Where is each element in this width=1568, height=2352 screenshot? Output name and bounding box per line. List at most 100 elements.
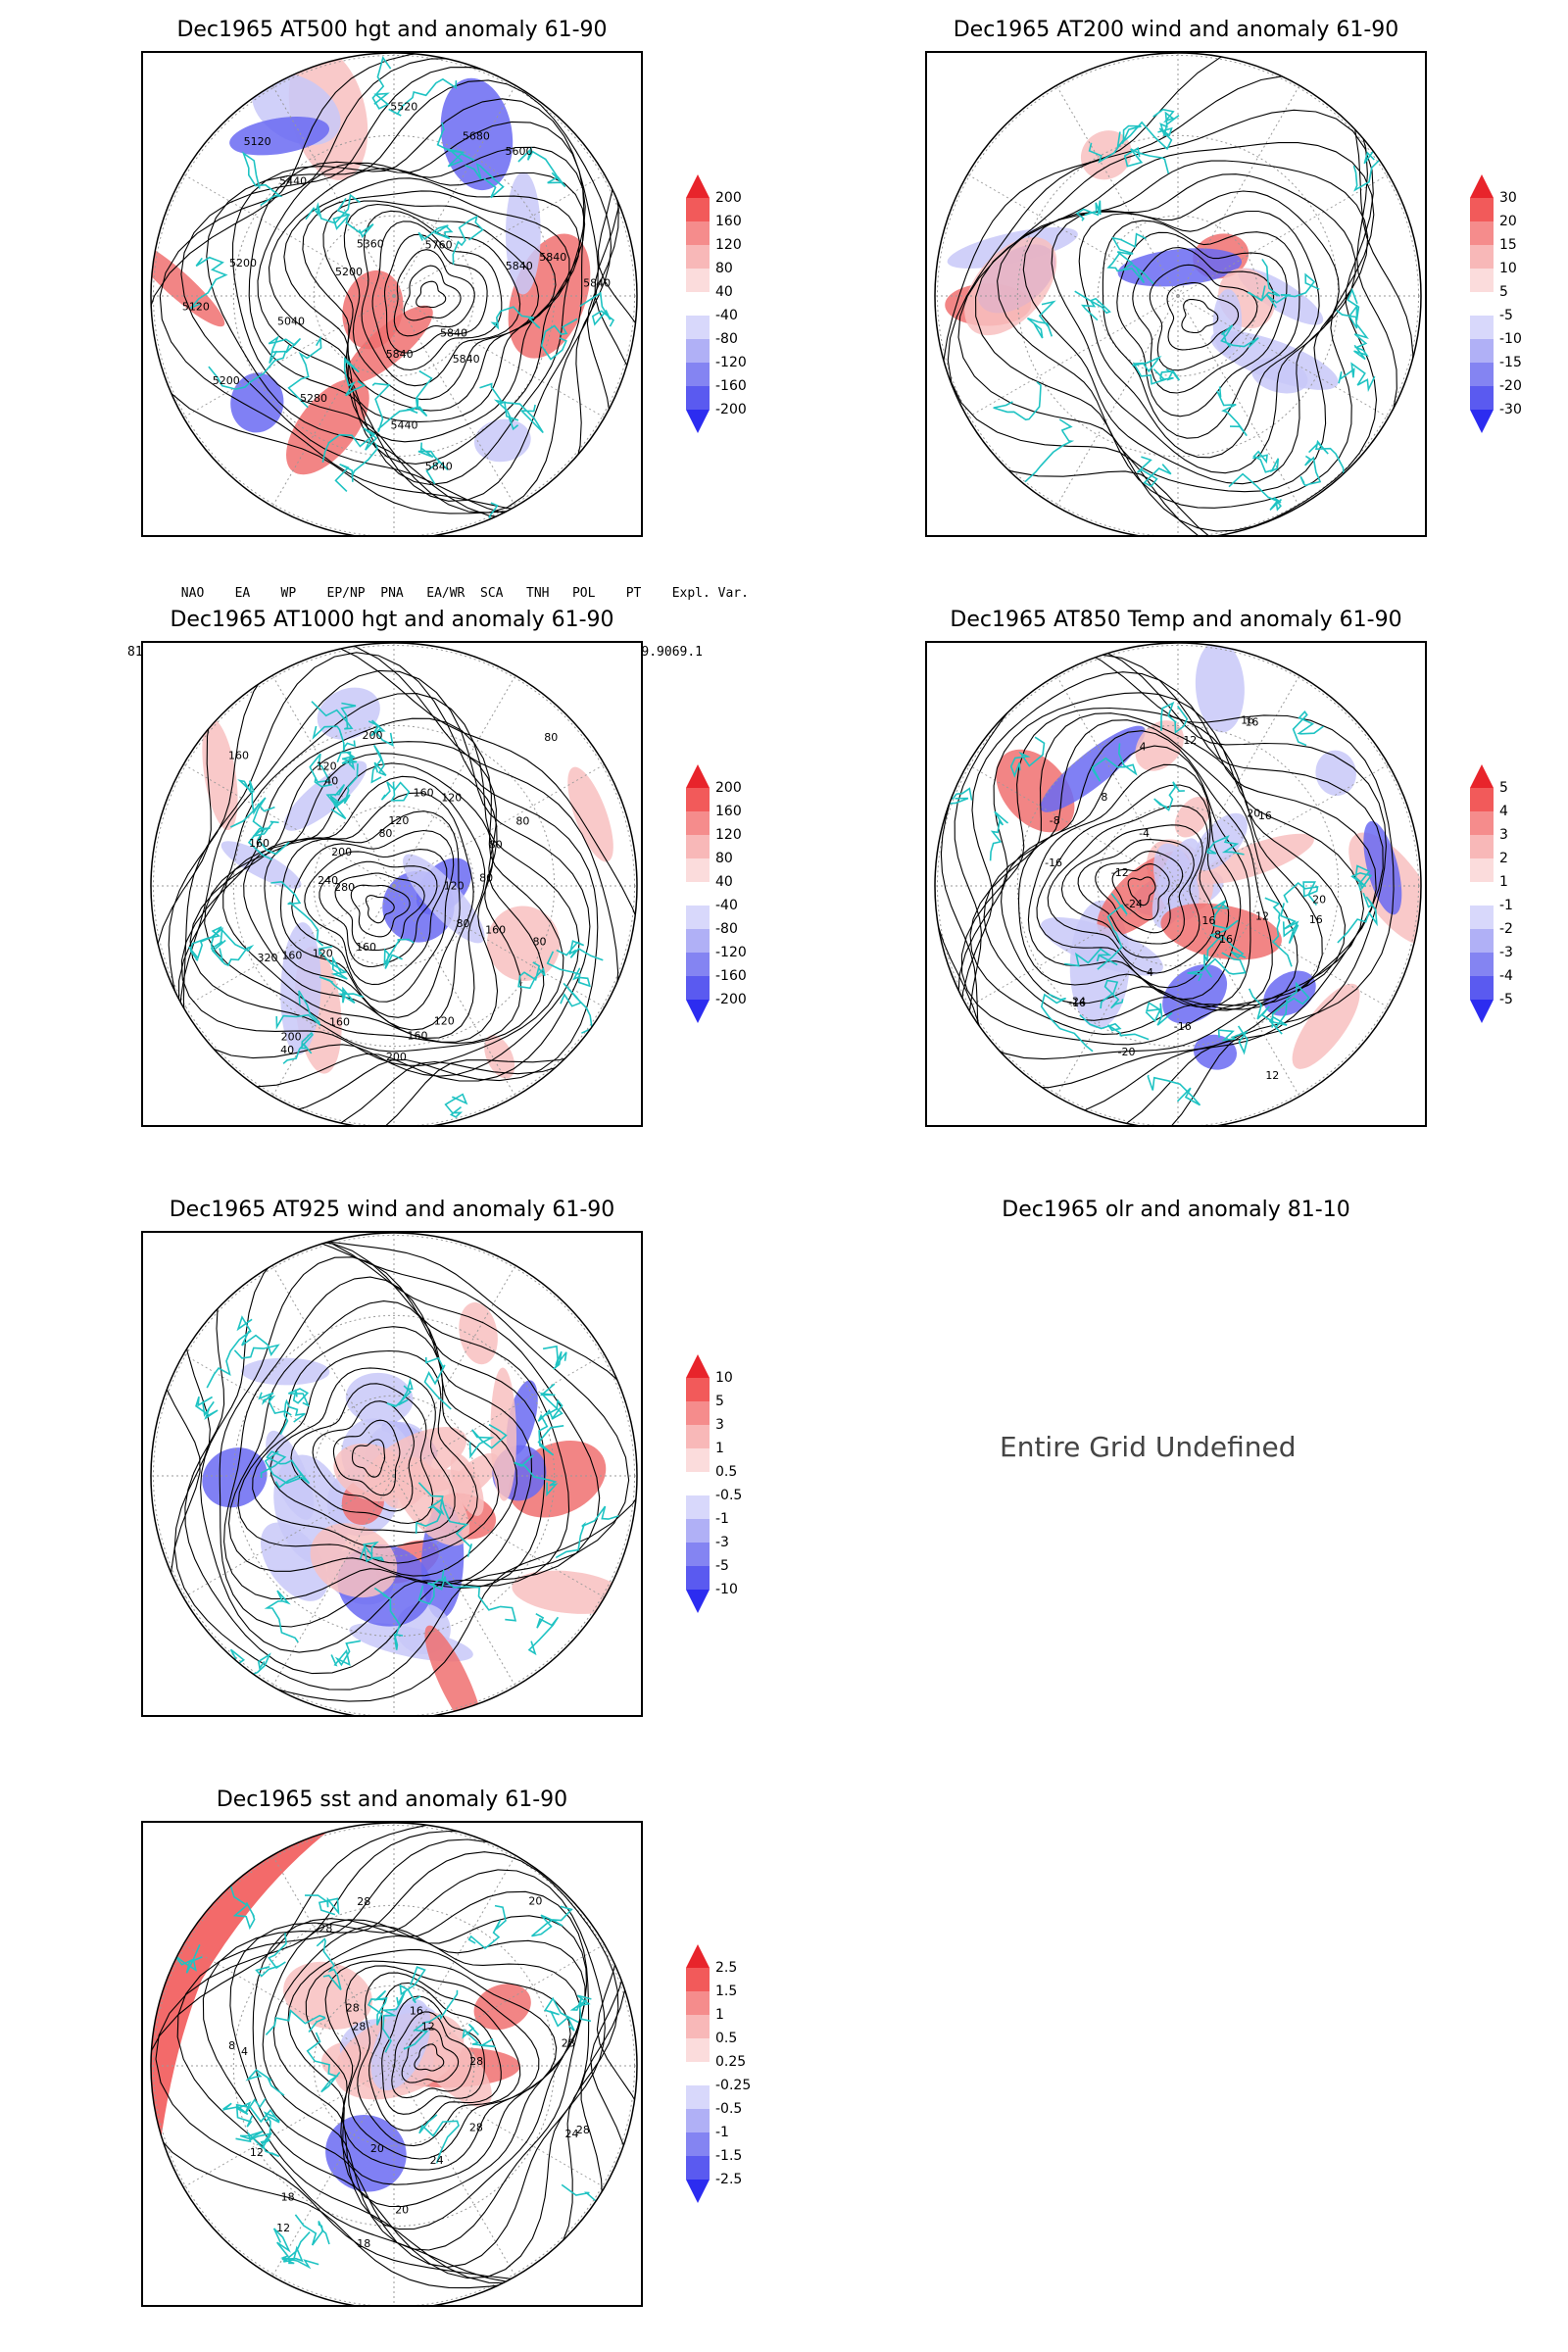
contour-line (371, 220, 503, 371)
coastline (444, 1093, 468, 1118)
coastline (206, 1315, 253, 1389)
coastline (1159, 368, 1181, 381)
coastline (221, 2097, 267, 2116)
colorbar-label: -0.5 (715, 1488, 743, 1503)
contour-line (222, 762, 499, 1043)
contour-line (969, 712, 1323, 1035)
meridian-line (182, 295, 395, 418)
colorbar-swatch (1470, 269, 1494, 292)
coastline (1353, 323, 1369, 361)
colorbar-label: -10 (1499, 331, 1522, 347)
contour-label: 28 (357, 1895, 370, 1908)
coastline (336, 751, 358, 771)
contour-line (357, 1972, 521, 2147)
colorbar-bottom-arrow (1470, 410, 1494, 433)
coastline (1074, 290, 1111, 321)
colorbar-swatch (1470, 221, 1494, 245)
contour-label: 200 (331, 846, 352, 858)
colorbar-swatch (686, 1472, 710, 1495)
colorbar-label: 160 (715, 804, 742, 819)
meridian-line (966, 173, 1179, 297)
contour-label: 12 (250, 2146, 264, 2159)
coastline (418, 2114, 460, 2164)
contour-label: 160 (356, 941, 376, 954)
contour-label: 120 (388, 814, 409, 827)
contour-label: 5200 (335, 266, 363, 278)
colorbar-swatch (686, 858, 710, 882)
coastline (245, 2069, 285, 2096)
colorbar-swatch (686, 363, 710, 386)
coastline (329, 763, 359, 820)
coastline (1206, 834, 1245, 856)
contour-label: 120 (444, 879, 465, 892)
colorbar-label: -20 (1499, 378, 1522, 394)
panel-title-at925: Dec1965 AT925 wind and anomaly 61-90 (169, 1198, 615, 1222)
contour-label: 20 (395, 2204, 409, 2217)
coastline (229, 797, 290, 856)
coastline (195, 1396, 219, 1420)
colorbar-swatch (686, 882, 710, 906)
map-content: 16128164-16-24-20-16-24-16-12-8-44812161… (935, 643, 1421, 1125)
coastline (527, 1613, 560, 1656)
coastline (1088, 124, 1142, 164)
contour-line (312, 1400, 415, 1512)
contour-label: 5760 (425, 238, 453, 251)
coastline (304, 1894, 340, 1916)
coastline (281, 2231, 311, 2265)
colorbar-top-arrow (686, 1944, 710, 1968)
colorbar-label: 4 (1499, 804, 1508, 819)
coastline (1216, 386, 1248, 437)
negative-anomaly-region (1193, 1034, 1238, 1070)
contour-line (283, 177, 580, 443)
colorbar-label: 200 (715, 190, 742, 206)
coastline (555, 1505, 619, 1559)
contour-line (231, 98, 599, 514)
coastline (1283, 881, 1319, 906)
colorbar-label: -1.5 (715, 2148, 743, 2164)
contour-label: 200 (362, 729, 382, 742)
contour-label: 5840 (386, 348, 414, 361)
colorbar-swatches (1470, 764, 1494, 1023)
colorbar-label: -2.5 (715, 2172, 743, 2187)
coastline (237, 779, 275, 815)
positive-anomaly-region (512, 1570, 626, 1614)
contour-line (1060, 824, 1203, 958)
contour-line (391, 2011, 472, 2099)
contour-label: 120 (313, 947, 333, 959)
colorbar-label: 5 (715, 1394, 724, 1409)
contour-line (1102, 220, 1300, 439)
colorbar-label: -5 (1499, 992, 1513, 1007)
contour-line (305, 1948, 571, 2185)
meridian-line (393, 674, 516, 887)
contour-line (252, 1890, 590, 2268)
contour-label: 28 (346, 2002, 360, 2015)
coastline (270, 880, 324, 947)
map-at500: 5840 5840 5840 5840 5440 5280 5200 5120 5200 5040… (150, 53, 638, 535)
meridian-line (393, 885, 516, 1098)
contour-line (204, 753, 522, 1045)
map-boundary (150, 53, 638, 535)
colorbar-swatch (686, 339, 710, 363)
contour-label: 4 (1140, 740, 1147, 753)
contour-label: 28 (562, 2037, 575, 2050)
contour-label: 4 (241, 2045, 248, 2058)
colorbar-swatches (1470, 174, 1494, 433)
colorbar-label: 120 (715, 827, 742, 843)
coastline (235, 2103, 280, 2128)
coastline (309, 753, 333, 788)
coastline (544, 1996, 579, 2032)
meridian-line (393, 1475, 606, 1598)
colorbar-swatch (1470, 858, 1494, 882)
positive-anomaly-region (473, 1984, 531, 2031)
colorbar-swatches (686, 174, 710, 433)
positive-anomaly-region (364, 1427, 467, 1493)
contour-label: 120 (434, 1015, 455, 1028)
colorbar-swatch (686, 1378, 710, 1401)
colorbar-label: 2 (1499, 851, 1508, 866)
contour-label: 5440 (279, 175, 307, 188)
contour-label: 28 (352, 2020, 366, 2033)
map-frame-at925 (141, 1231, 643, 1717)
meridian-line (393, 885, 606, 1008)
contour-label: 320 (258, 952, 278, 964)
coastline (1203, 934, 1247, 978)
